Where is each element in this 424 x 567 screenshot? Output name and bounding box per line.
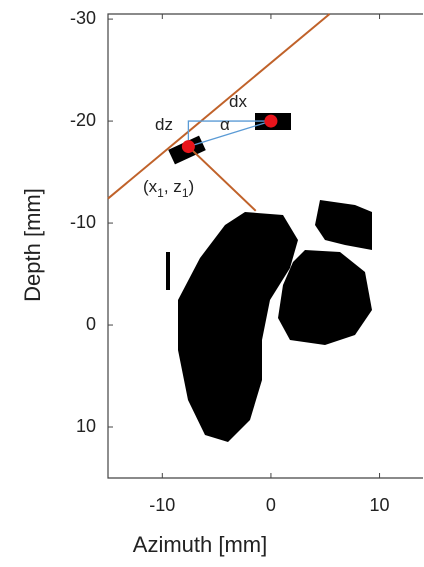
blob: [278, 250, 372, 345]
annotation-part: (x: [143, 177, 158, 196]
annotation: dx: [229, 92, 247, 111]
annotation-part: α: [220, 115, 230, 134]
annotation-part: dz: [155, 115, 173, 134]
blob: [178, 212, 298, 442]
blob: [315, 200, 372, 250]
y-tick-label: 0: [86, 314, 96, 334]
annotation: α: [220, 115, 230, 134]
marker-bar: [166, 252, 170, 290]
x-tick-label: 0: [266, 495, 276, 515]
x-tick-label: -10: [149, 495, 175, 515]
chart: Azimuth [mm] Depth [mm] -10 0 10 -30 -20 -10 0…: [0, 0, 424, 567]
point: [182, 140, 195, 153]
x-axis-label: Azimuth [mm]: [133, 532, 267, 557]
y-tick-label: -30: [70, 8, 96, 28]
line: [188, 147, 255, 211]
x-tick-label: 10: [370, 495, 390, 515]
line: [108, 14, 330, 199]
y-tick-label: 10: [76, 416, 96, 436]
image-shapes: [166, 113, 372, 442]
y-tick-label: -10: [70, 212, 96, 232]
annotation-part: dx: [229, 92, 247, 111]
point: [264, 115, 277, 128]
annotation-part: ): [189, 177, 195, 196]
y-tick-label: -20: [70, 110, 96, 130]
annotation-part: , z: [164, 177, 182, 196]
y-axis-label: Depth [mm]: [20, 188, 45, 302]
annotation: dz: [155, 115, 173, 134]
annotation: (x1, z1): [143, 177, 194, 200]
